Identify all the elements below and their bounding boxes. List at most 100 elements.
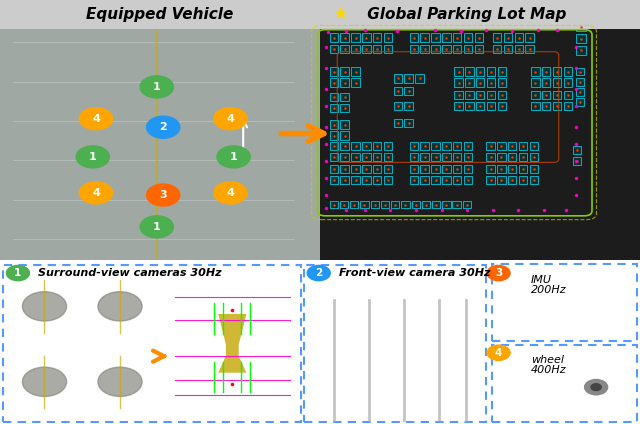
Circle shape xyxy=(132,275,159,292)
FancyBboxPatch shape xyxy=(431,142,440,150)
FancyBboxPatch shape xyxy=(340,78,349,87)
FancyBboxPatch shape xyxy=(454,102,463,110)
FancyBboxPatch shape xyxy=(410,176,418,184)
FancyBboxPatch shape xyxy=(330,78,338,87)
FancyBboxPatch shape xyxy=(404,119,413,127)
FancyBboxPatch shape xyxy=(454,91,463,99)
Text: Global Parking Lot Map: Global Parking Lot Map xyxy=(362,7,566,22)
FancyBboxPatch shape xyxy=(83,349,157,415)
FancyBboxPatch shape xyxy=(454,78,463,87)
FancyBboxPatch shape xyxy=(542,78,550,87)
FancyBboxPatch shape xyxy=(362,165,371,173)
Circle shape xyxy=(81,350,108,368)
FancyBboxPatch shape xyxy=(351,67,360,76)
FancyBboxPatch shape xyxy=(371,201,379,208)
FancyBboxPatch shape xyxy=(519,176,527,184)
FancyBboxPatch shape xyxy=(340,67,349,76)
FancyBboxPatch shape xyxy=(373,142,381,150)
Circle shape xyxy=(57,275,83,292)
FancyBboxPatch shape xyxy=(553,67,561,76)
Circle shape xyxy=(57,321,83,338)
FancyBboxPatch shape xyxy=(330,93,338,101)
FancyBboxPatch shape xyxy=(330,67,338,76)
FancyBboxPatch shape xyxy=(420,142,429,150)
FancyBboxPatch shape xyxy=(8,349,81,415)
FancyBboxPatch shape xyxy=(404,102,413,110)
Circle shape xyxy=(81,321,108,338)
FancyBboxPatch shape xyxy=(525,45,534,53)
FancyBboxPatch shape xyxy=(508,165,516,173)
Circle shape xyxy=(87,285,153,328)
FancyBboxPatch shape xyxy=(340,176,349,184)
FancyBboxPatch shape xyxy=(442,165,451,173)
FancyBboxPatch shape xyxy=(542,67,550,76)
FancyBboxPatch shape xyxy=(351,153,360,161)
Text: IMU: IMU xyxy=(531,275,552,285)
FancyBboxPatch shape xyxy=(475,33,483,42)
FancyBboxPatch shape xyxy=(531,91,540,99)
FancyBboxPatch shape xyxy=(362,176,371,184)
FancyBboxPatch shape xyxy=(0,0,320,29)
Circle shape xyxy=(307,265,330,281)
FancyBboxPatch shape xyxy=(453,142,461,150)
Polygon shape xyxy=(258,338,293,404)
Circle shape xyxy=(584,379,607,395)
Text: wheel: wheel xyxy=(531,354,564,365)
FancyBboxPatch shape xyxy=(432,201,440,208)
FancyBboxPatch shape xyxy=(530,165,538,173)
FancyBboxPatch shape xyxy=(384,165,392,173)
FancyBboxPatch shape xyxy=(465,91,474,99)
FancyBboxPatch shape xyxy=(394,87,402,95)
Text: 1: 1 xyxy=(153,222,161,232)
FancyBboxPatch shape xyxy=(340,131,349,140)
Circle shape xyxy=(6,265,29,281)
Circle shape xyxy=(79,182,113,204)
FancyBboxPatch shape xyxy=(330,201,338,208)
FancyBboxPatch shape xyxy=(576,88,584,96)
FancyBboxPatch shape xyxy=(492,264,637,341)
FancyBboxPatch shape xyxy=(486,176,495,184)
FancyBboxPatch shape xyxy=(492,345,637,422)
FancyBboxPatch shape xyxy=(340,33,349,42)
Circle shape xyxy=(12,360,77,404)
FancyBboxPatch shape xyxy=(531,102,540,110)
FancyBboxPatch shape xyxy=(493,45,501,53)
FancyBboxPatch shape xyxy=(330,104,338,112)
FancyBboxPatch shape xyxy=(362,33,371,42)
FancyBboxPatch shape xyxy=(465,78,474,87)
Circle shape xyxy=(132,350,159,368)
FancyBboxPatch shape xyxy=(330,176,338,184)
FancyBboxPatch shape xyxy=(431,33,440,42)
FancyBboxPatch shape xyxy=(497,176,506,184)
FancyBboxPatch shape xyxy=(8,273,81,339)
Circle shape xyxy=(81,275,108,292)
FancyBboxPatch shape xyxy=(576,98,584,106)
Circle shape xyxy=(487,265,510,281)
FancyBboxPatch shape xyxy=(464,176,472,184)
FancyBboxPatch shape xyxy=(576,46,586,55)
FancyBboxPatch shape xyxy=(530,153,538,161)
FancyBboxPatch shape xyxy=(576,22,586,31)
FancyBboxPatch shape xyxy=(498,78,506,87)
Circle shape xyxy=(561,364,631,410)
FancyBboxPatch shape xyxy=(564,78,572,87)
Circle shape xyxy=(6,321,32,338)
FancyBboxPatch shape xyxy=(3,265,301,422)
FancyBboxPatch shape xyxy=(442,153,451,161)
FancyBboxPatch shape xyxy=(401,201,410,208)
FancyBboxPatch shape xyxy=(0,260,640,424)
Circle shape xyxy=(6,275,32,292)
FancyBboxPatch shape xyxy=(487,67,495,76)
FancyBboxPatch shape xyxy=(463,201,471,208)
FancyBboxPatch shape xyxy=(493,33,501,42)
FancyBboxPatch shape xyxy=(320,0,640,260)
FancyBboxPatch shape xyxy=(340,201,348,208)
FancyBboxPatch shape xyxy=(486,153,495,161)
Text: 1: 1 xyxy=(153,82,161,92)
FancyBboxPatch shape xyxy=(486,142,495,150)
FancyBboxPatch shape xyxy=(497,153,506,161)
Text: 3: 3 xyxy=(495,268,502,278)
FancyBboxPatch shape xyxy=(404,87,413,95)
Circle shape xyxy=(22,292,67,321)
FancyBboxPatch shape xyxy=(410,153,418,161)
